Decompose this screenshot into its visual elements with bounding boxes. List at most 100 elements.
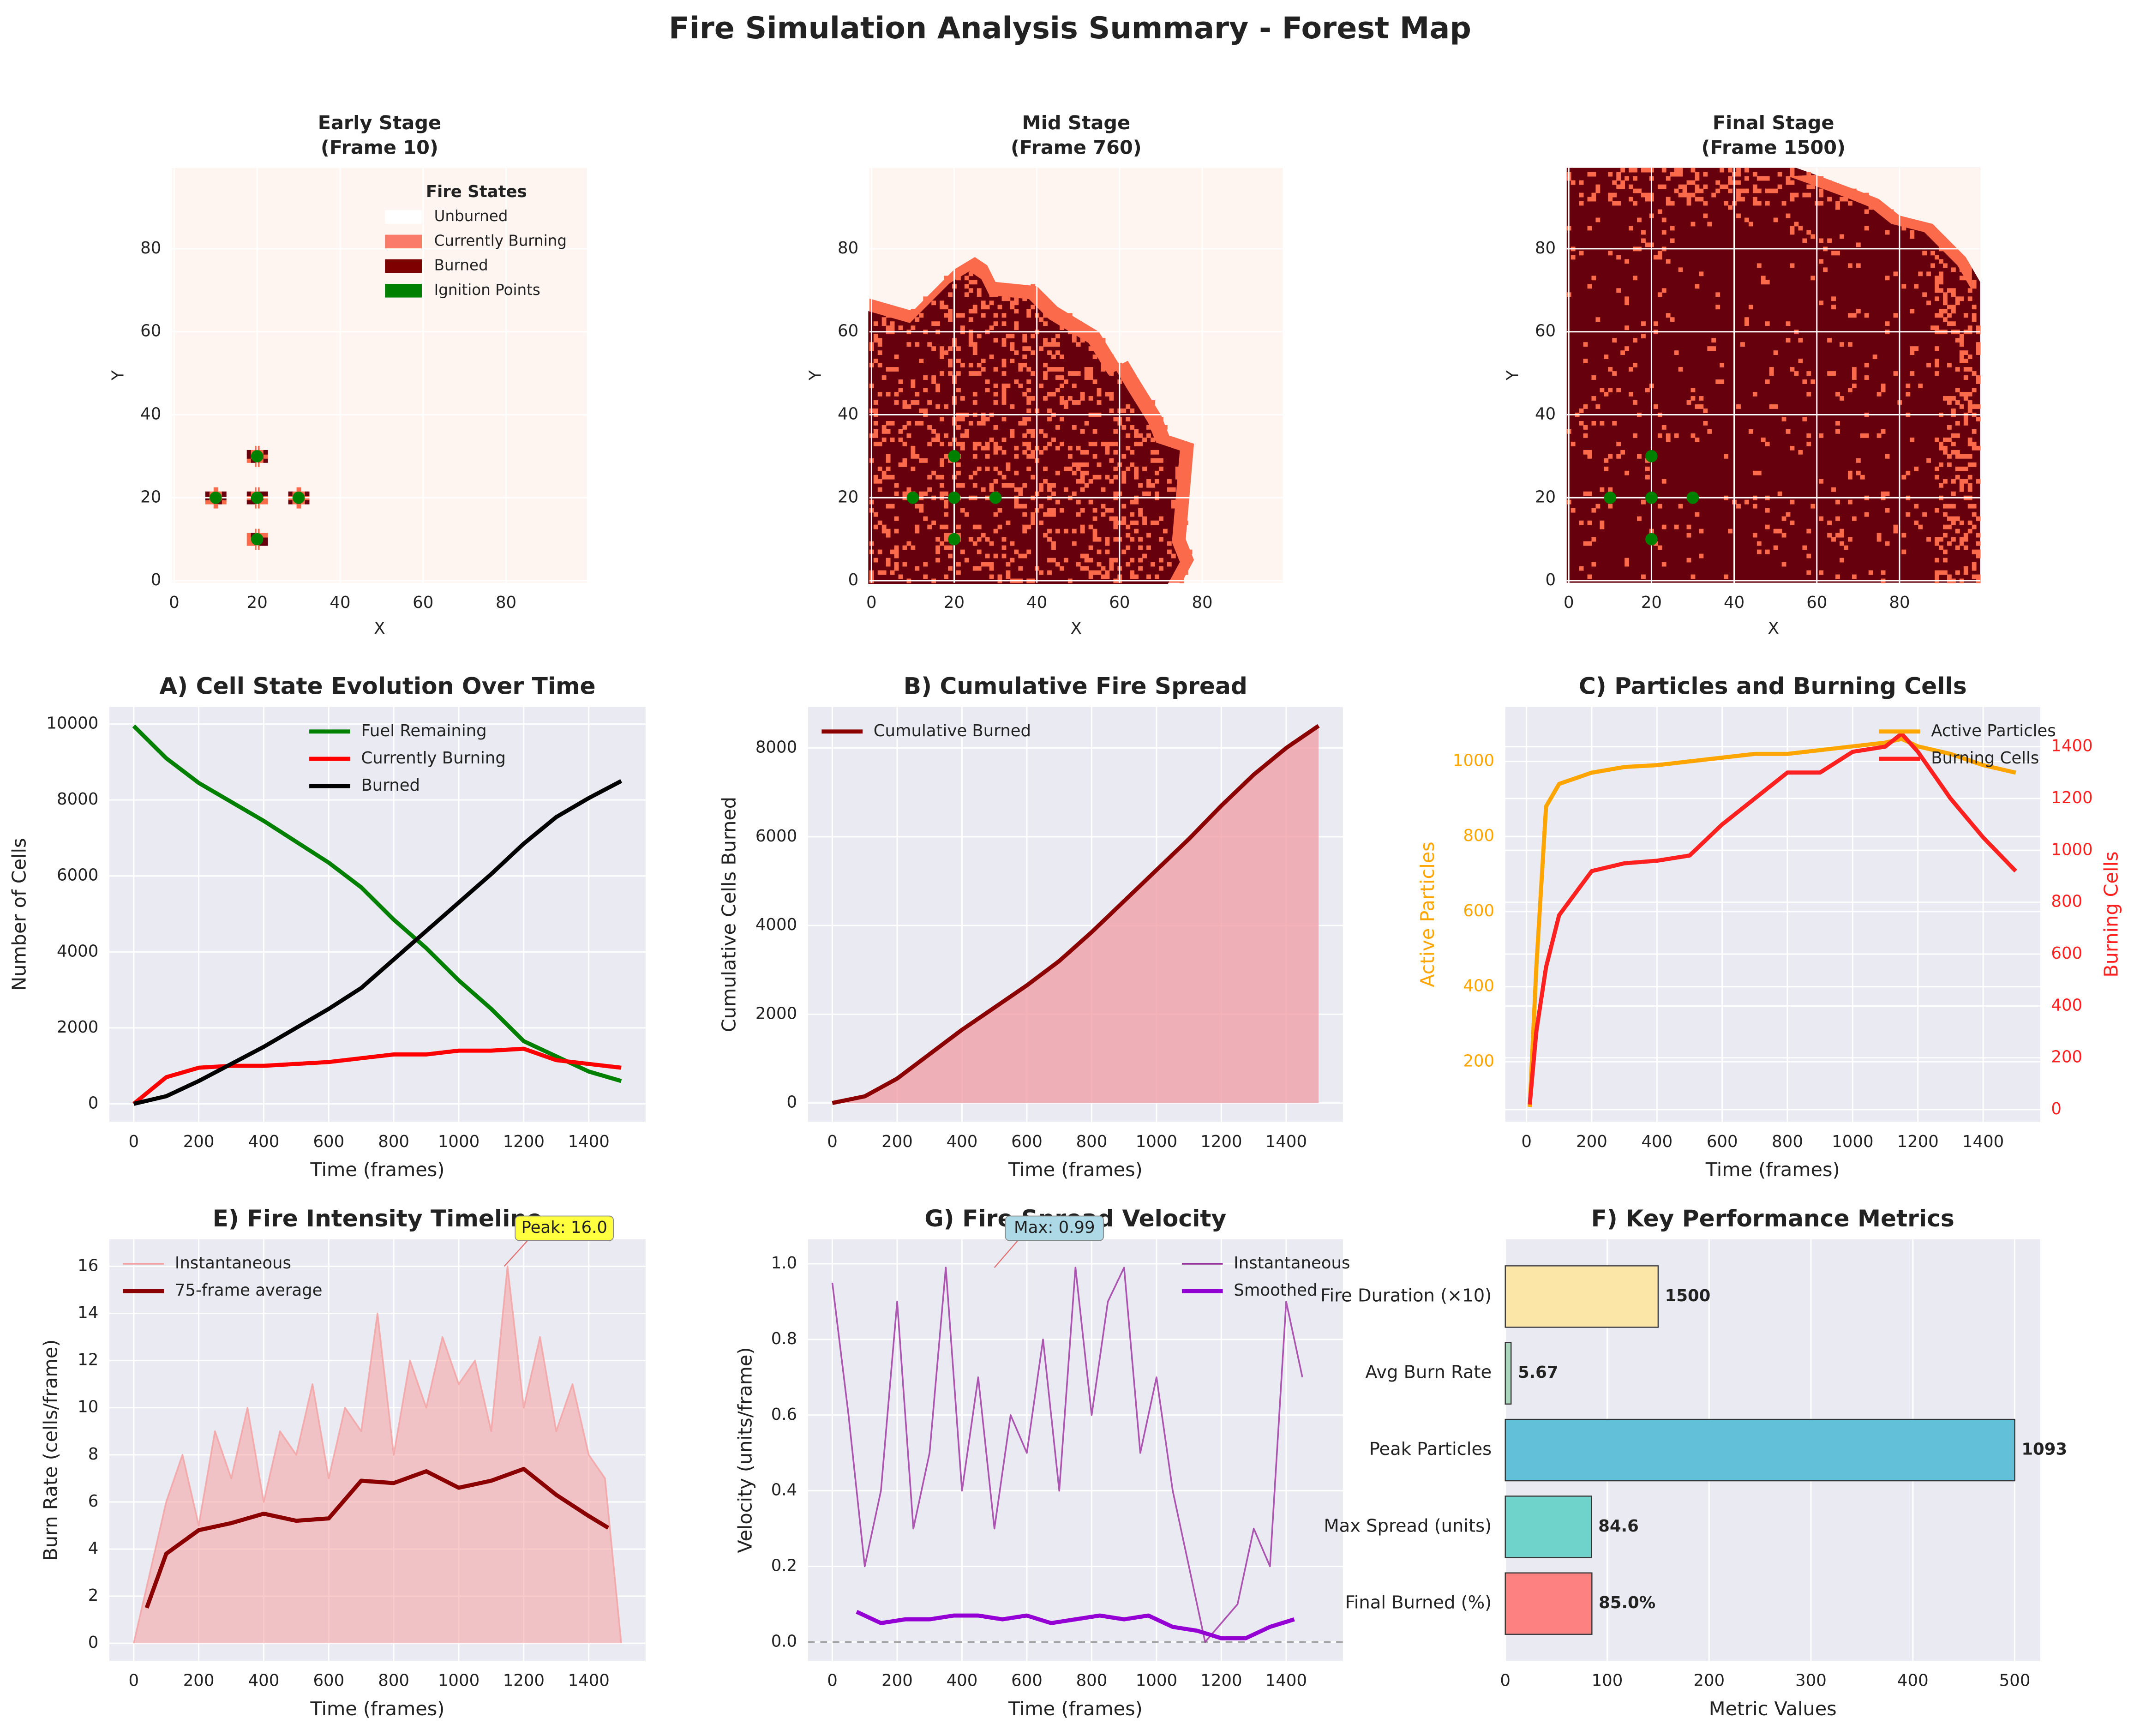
x-tick-label: 800: [378, 1671, 409, 1690]
map-cell: [1059, 367, 1064, 372]
map-cell: [1047, 342, 1052, 347]
map-cell: [972, 371, 977, 376]
map-cell: [1072, 371, 1077, 376]
map-cell: [1088, 346, 1093, 351]
map-cell: [1105, 574, 1110, 579]
map-cell: [1802, 192, 1807, 198]
map-cell: [935, 321, 941, 326]
map-cell: [1661, 217, 1666, 222]
map-cell: [1039, 520, 1044, 525]
map-cell: [1674, 350, 1679, 355]
map-cell: [1587, 197, 1592, 202]
map-cell: [956, 462, 961, 467]
map-cell: [1043, 445, 1048, 451]
map-cell: [1097, 549, 1102, 554]
map-cell: [968, 420, 973, 426]
map-cell: [1097, 562, 1102, 567]
map-cell: [1167, 562, 1172, 567]
map-cell: [1080, 553, 1085, 559]
map-cell: [1155, 520, 1159, 525]
map-cell: [1163, 529, 1168, 534]
map-cell: [1670, 172, 1675, 177]
map-cell: [931, 379, 936, 384]
map-cell: [1612, 180, 1617, 185]
map-cell: [1752, 392, 1757, 396]
map-cell: [1819, 238, 1824, 243]
map-cell: [1703, 172, 1708, 177]
legend-swatch: [385, 234, 422, 249]
map-cell: [1101, 566, 1106, 571]
map-cell: [1629, 168, 1633, 173]
map-cell: [1616, 184, 1621, 189]
map-cell: [1967, 529, 1972, 534]
map-cell: [1963, 420, 1968, 426]
map-cell: [948, 292, 953, 297]
map-cell: [1926, 458, 1931, 463]
map-cell: [931, 346, 936, 351]
y-tick-label: 1.0: [771, 1254, 797, 1273]
map-cell: [960, 441, 965, 446]
bar: [1505, 1496, 1592, 1558]
map-cell: [1930, 226, 1935, 231]
map-cell: [1080, 338, 1085, 343]
map-cell: [1088, 479, 1093, 484]
map-cell: [1084, 420, 1089, 426]
map-cell: [1142, 520, 1147, 525]
map-cell: [1703, 213, 1708, 218]
map-cell: [1885, 276, 1890, 281]
map-cell: [1947, 400, 1952, 405]
map-cell: [1084, 325, 1089, 330]
map-cell: [1678, 192, 1683, 198]
map-cell: [1001, 450, 1007, 455]
map-cell: [1076, 466, 1081, 471]
map-cell: [985, 553, 990, 559]
map-cell: [1043, 313, 1048, 318]
map-cell: [1943, 450, 1948, 455]
map-cell: [1076, 499, 1081, 505]
map-cell: [1105, 508, 1110, 513]
map-cell: [1126, 545, 1131, 550]
map-cell: [944, 537, 948, 542]
map-cell: [1939, 280, 1943, 285]
map-cell: [1001, 384, 1007, 388]
map-cell: [1138, 392, 1143, 396]
map-cell: [1951, 267, 1956, 272]
map-cell: [1014, 296, 1019, 301]
map-cell: [944, 276, 948, 281]
map-cell: [1951, 441, 1956, 446]
map-cell: [881, 437, 887, 442]
y-tick-label: 0.4: [771, 1481, 797, 1500]
map-cell: [1657, 209, 1662, 214]
map-cell: [1583, 491, 1588, 496]
y-tick-label: 12: [78, 1351, 98, 1370]
map-cell: [1736, 192, 1741, 198]
map-cell: [1819, 479, 1824, 484]
map-cell: [1039, 483, 1044, 488]
map-cell: [873, 338, 878, 343]
map-cell: [1728, 529, 1733, 534]
map-cell: [944, 491, 948, 496]
line: [832, 724, 1320, 1105]
map-cell: [968, 317, 973, 322]
map-cell: [1624, 300, 1630, 306]
map-cell: [1620, 350, 1625, 355]
map-cell: [1641, 574, 1646, 579]
map-cell: [1967, 296, 1972, 301]
map-cell: [1976, 574, 1981, 579]
y2-tick-label: 1000: [2051, 840, 2092, 859]
x-tick-label: 1000: [438, 1132, 480, 1151]
map-cell: [1076, 562, 1081, 567]
map-cell: [1955, 338, 1960, 343]
map-cell: [1130, 537, 1135, 542]
map-cell: [1134, 429, 1139, 434]
y-axis-label: Burn Rate (cells/frame): [40, 1340, 62, 1561]
map-cell: [915, 566, 920, 571]
map-cell: [1059, 384, 1064, 388]
map-cell: [886, 475, 891, 480]
map-cell: [1943, 524, 1948, 529]
map-cell: [1010, 346, 1015, 351]
map-cell: [915, 420, 920, 426]
map-cell: [1026, 429, 1031, 434]
map-cell: [1674, 433, 1679, 438]
map-cell: [1947, 396, 1952, 401]
